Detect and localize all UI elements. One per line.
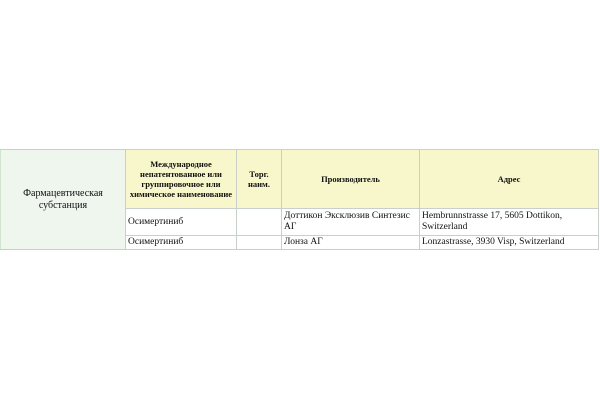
header-row: Фармацевтическая субстанция Международно… — [0, 149, 599, 250]
header-address: Адрес — [419, 149, 599, 209]
header-trade-name: Торг. наим. — [236, 149, 282, 209]
cell-inn: Осимертиниб — [125, 235, 237, 250]
row-label-cell: Фармацевтическая субстанция — [0, 149, 126, 250]
header-manufacturer: Производитель — [281, 149, 420, 209]
cell-inn: Осимертиниб — [125, 208, 237, 236]
header-inn: Международное непатентованное или группи… — [125, 149, 237, 209]
cell-trade-name — [236, 235, 282, 250]
table-row: Осимертиниб Доттикон Эксклюзив Синтезис … — [1, 208, 599, 236]
cell-address: Lonzastrasse, 3930 Visp, Switzerland — [419, 235, 599, 250]
cell-manufacturer: Доттикон Эксклюзив Синтезис АГ — [281, 208, 420, 236]
table-row: Осимертиниб Лонза АГ Lonzastrasse, 3930 … — [1, 235, 599, 250]
cell-manufacturer: Лонза АГ — [281, 235, 420, 250]
substance-table: Фармацевтическая субстанция Международно… — [0, 149, 599, 250]
cell-address: Hembrunnstrasse 17, 5605 Dottikon, Switz… — [419, 208, 599, 236]
cell-trade-name — [236, 208, 282, 236]
